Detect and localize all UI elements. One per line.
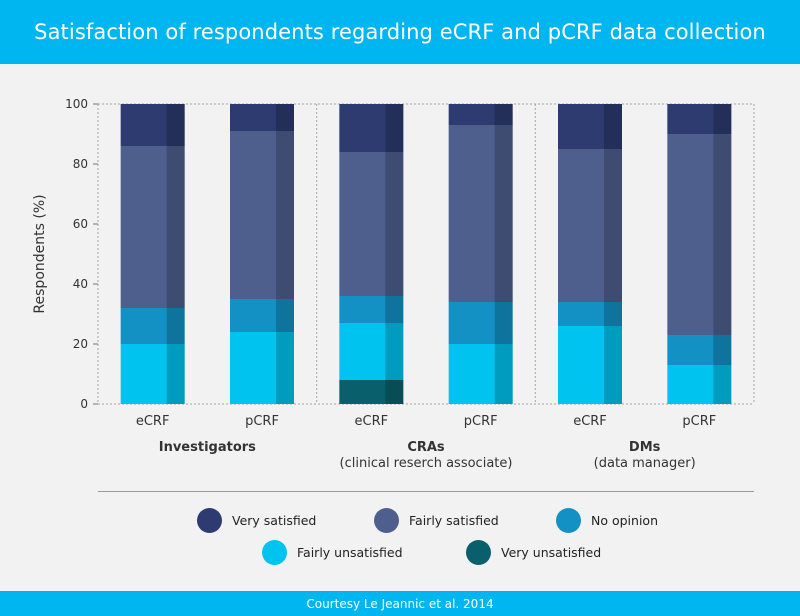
bar-segment-very-satisfied	[558, 104, 622, 149]
bar-segment-shade	[385, 296, 404, 323]
legend-swatch-very-unsatisfied	[466, 540, 491, 565]
bar-segment-shade	[713, 104, 732, 134]
bar-segment-very-satisfied	[230, 104, 294, 131]
y-tick-label: 80	[73, 157, 88, 171]
bar-segment-no-opinion	[339, 296, 404, 323]
bar-segment-shade	[276, 131, 294, 299]
legend-label: No opinion	[591, 513, 658, 528]
legend-label: Very satisfied	[232, 513, 317, 528]
y-axis-label: Respondents (%)	[32, 194, 48, 313]
legend-item-very-satisfied: Very satisfied	[197, 508, 316, 533]
bar-segment-very-satisfied	[339, 104, 404, 152]
bar-segment-fairly-unsatisfied	[120, 344, 185, 404]
bar-segment-fairly-satisfied	[667, 134, 732, 335]
bar-segment-shade	[713, 134, 732, 335]
stacked-bar-chart: 0 20 40 60 80 100 Respondents (%) eCRF pCRF eCRF p…	[32, 97, 755, 471]
x-tick-label: eCRF	[355, 414, 389, 429]
bar-segment-fairly-satisfied	[448, 125, 513, 302]
bar-segment-fairly-satisfied	[120, 146, 185, 308]
bar-segment-fairly-satisfied	[558, 149, 622, 302]
bar-segment-shade	[385, 152, 404, 296]
group-label: CRAs	[407, 440, 445, 455]
legend-swatch-very-satisfied	[197, 508, 222, 533]
x-tick-label: eCRF	[573, 414, 607, 429]
bar-segment-shade	[166, 104, 185, 146]
legend-swatch-fairly-unsatisfied	[262, 540, 287, 565]
legend-label: Fairly unsatisfied	[297, 545, 403, 560]
y-tick-label: 60	[73, 217, 88, 231]
legend-label: Fairly satisfied	[409, 513, 499, 528]
bar-segment-shade	[166, 308, 185, 344]
bar-segment-shade	[385, 104, 404, 152]
bar-segment-shade	[385, 323, 404, 380]
group-label: (data manager)	[594, 456, 696, 471]
bar-segment-no-opinion	[448, 302, 513, 344]
y-tick-label: 100	[65, 97, 88, 111]
bar-segment-very-satisfied	[120, 104, 185, 146]
legend-separator	[98, 491, 754, 492]
credit-text: Courtesy Le Jeannic et al. 2014	[306, 596, 494, 611]
y-tick-label: 0	[80, 397, 88, 411]
group-label: DMs	[629, 440, 661, 455]
chart-legend: Very satisfied Fairly satisfied No opini…	[0, 500, 800, 580]
bar-segment-fairly-unsatisfied	[339, 323, 404, 380]
bar-segment-shade	[276, 332, 294, 404]
bar-segment-shade	[713, 335, 732, 365]
legend-item-very-unsatisfied: Very unsatisfied	[466, 540, 601, 565]
bar-segment-shade	[494, 125, 513, 302]
bar-segment-shade	[604, 104, 622, 149]
legend-swatch-fairly-satisfied	[374, 508, 399, 533]
y-tick-label: 40	[73, 277, 88, 291]
bar-segment-very-satisfied	[448, 104, 513, 125]
legend-item-fairly-unsatisfied: Fairly unsatisfied	[262, 540, 403, 565]
bar-segment-shade	[276, 104, 294, 131]
bar-segment-fairly-unsatisfied	[230, 332, 294, 404]
x-tick-label: pCRF	[245, 414, 279, 429]
bar-segment-shade	[604, 302, 622, 326]
bar-segment-shade	[276, 299, 294, 332]
x-tick-label: pCRF	[682, 414, 716, 429]
bar-segment-shade	[494, 344, 513, 404]
group-label: (clinical reserch associate)	[340, 456, 513, 471]
bar-segment-fairly-satisfied	[339, 152, 404, 296]
legend-label: Very unsatisfied	[501, 545, 602, 560]
bar-segment-shade	[604, 326, 622, 404]
chart-title: Satisfaction of respondents regarding eC…	[34, 20, 766, 44]
bar-segment-shade	[494, 104, 513, 125]
bar-segment-very-unsatisfied	[339, 380, 404, 404]
group-label: Investigators	[159, 440, 256, 455]
bar-segment-no-opinion	[120, 308, 185, 344]
chart-footer: Courtesy Le Jeannic et al. 2014	[0, 591, 800, 616]
bar-segment-fairly-satisfied	[230, 131, 294, 299]
legend-swatch-no-opinion	[556, 508, 581, 533]
bar-segment-no-opinion	[667, 335, 732, 365]
bar-segment-shade	[494, 302, 513, 344]
chart-header: Satisfaction of respondents regarding eC…	[0, 0, 800, 64]
bar-segment-shade	[385, 380, 404, 404]
bar-segment-fairly-unsatisfied	[558, 326, 622, 404]
y-tick-label: 20	[73, 337, 88, 351]
bar-segment-shade	[166, 146, 185, 308]
bar-segment-shade	[713, 365, 732, 404]
legend-item-no-opinion: No opinion	[556, 508, 658, 533]
bar-segment-very-satisfied	[667, 104, 732, 134]
bar-segment-no-opinion	[230, 299, 294, 332]
bar-segment-no-opinion	[558, 302, 622, 326]
bar-segment-fairly-unsatisfied	[667, 365, 732, 404]
x-tick-label: pCRF	[464, 414, 498, 429]
bar-segment-shade	[604, 149, 622, 302]
bar-segment-shade	[166, 344, 185, 404]
bar-segment-fairly-unsatisfied	[448, 344, 513, 404]
legend-item-fairly-satisfied: Fairly satisfied	[374, 508, 499, 533]
x-tick-label: eCRF	[136, 414, 170, 429]
